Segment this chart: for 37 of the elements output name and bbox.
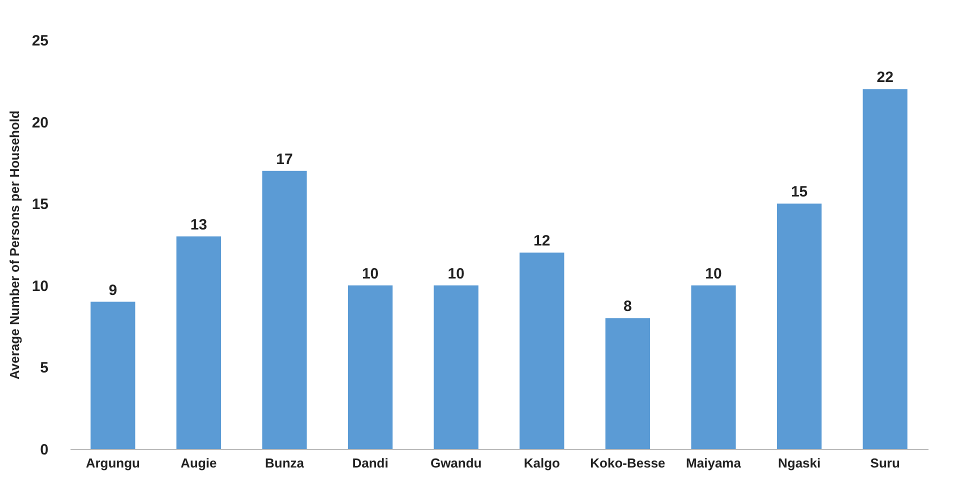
data-label: 9 <box>108 282 118 299</box>
data-label: 12 <box>534 232 550 250</box>
x-tick-label: Maiyama <box>686 456 742 470</box>
data-label: 13 <box>190 216 208 234</box>
data-label: 10 <box>448 265 464 282</box>
y-tick-label: 10 <box>32 278 48 295</box>
x-tick-label: Argungu <box>86 456 140 470</box>
x-tick-label: Augie <box>180 456 217 470</box>
y-tick-label: 5 <box>40 360 48 377</box>
x-tick-label: Koko-Besse <box>590 456 666 470</box>
x-tick-label: Gwandu <box>430 456 482 470</box>
data-label: 10 <box>362 265 379 282</box>
bar <box>262 170 307 449</box>
bar <box>862 89 908 449</box>
x-tick-label: Suru <box>870 456 900 470</box>
data-label: 17 <box>276 150 293 168</box>
bar <box>776 204 822 449</box>
data-label: 22 <box>876 69 894 86</box>
y-tick-label: 0 <box>40 442 48 458</box>
bar <box>434 285 478 449</box>
bar <box>605 318 650 449</box>
bar <box>520 252 564 449</box>
bar <box>176 236 222 449</box>
data-label: 10 <box>705 265 722 282</box>
x-tick-label: Ngaski <box>778 456 821 470</box>
y-tick-label: 15 <box>32 196 48 214</box>
x-tick-label: Dandi <box>352 456 388 470</box>
y-axis-title: Average Number of Persons per Household <box>6 110 22 380</box>
bar <box>90 302 136 449</box>
x-tick-label: Kalgo <box>524 456 560 470</box>
y-tick-label: 25 <box>32 32 48 50</box>
data-label: 15 <box>790 184 808 201</box>
x-tick-label: Bunza <box>265 456 305 470</box>
data-label: 8 <box>624 298 632 316</box>
bar <box>691 285 736 449</box>
y-tick-label: 20 <box>32 114 48 132</box>
bar <box>348 285 393 449</box>
